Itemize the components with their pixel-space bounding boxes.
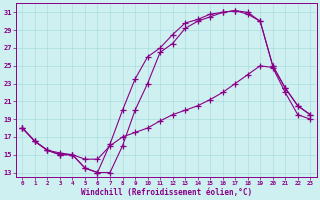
X-axis label: Windchill (Refroidissement éolien,°C): Windchill (Refroidissement éolien,°C) — [81, 188, 252, 197]
